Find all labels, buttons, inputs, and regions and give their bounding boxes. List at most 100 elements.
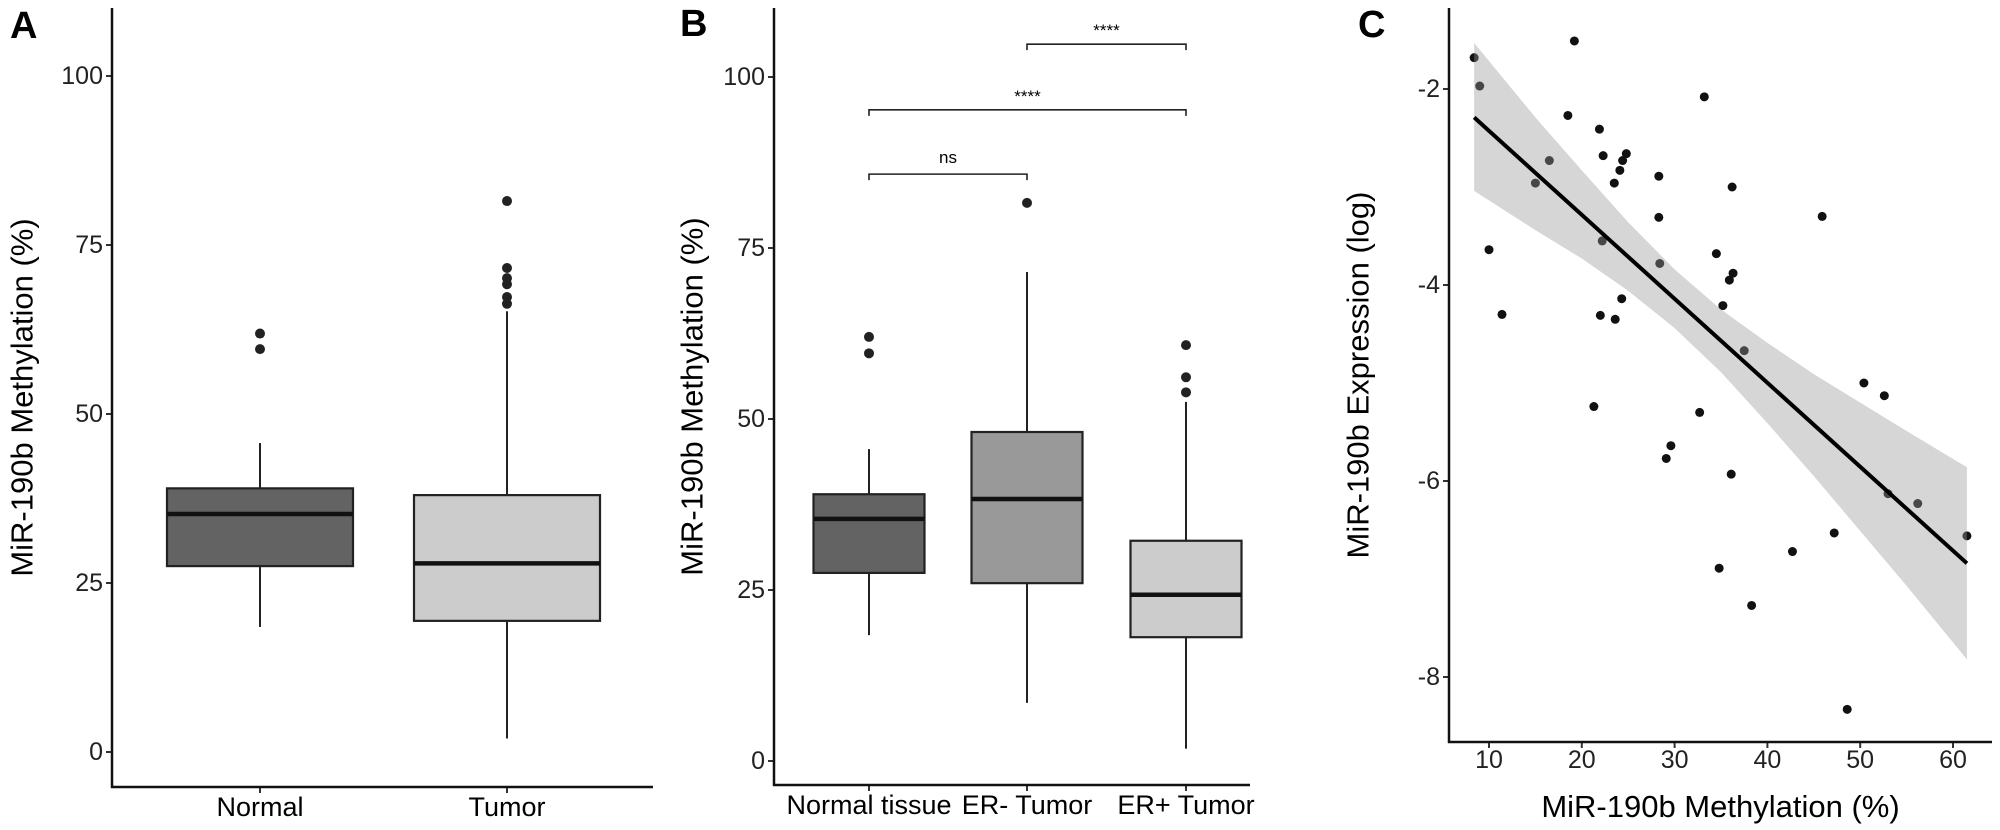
scatter-point bbox=[1714, 563, 1724, 573]
y-axis-title: MiR-190b Expression (log) bbox=[1341, 192, 1376, 559]
scatter-point bbox=[1589, 402, 1599, 412]
y-tick-label: 100 bbox=[61, 62, 103, 90]
panel-label: C bbox=[1358, 4, 1385, 46]
scatter-point bbox=[1879, 391, 1889, 401]
scatter-point bbox=[1699, 92, 1709, 102]
iqr-box bbox=[812, 493, 926, 574]
scatter-point bbox=[1617, 294, 1627, 304]
box-2 bbox=[1129, 340, 1243, 749]
outlier-point bbox=[502, 196, 512, 207]
confidence-band bbox=[1474, 42, 1967, 660]
significance-bracket bbox=[868, 109, 1187, 116]
x-tick-label: 30 bbox=[1661, 746, 1689, 774]
box-0 bbox=[165, 328, 355, 627]
y-tick-label: 50 bbox=[737, 405, 765, 433]
scatter-point bbox=[1469, 53, 1479, 63]
scatter-point bbox=[1475, 81, 1485, 91]
x-axis-title: MiR-190b Methylation (%) bbox=[1541, 789, 1899, 824]
outlier-point bbox=[1181, 372, 1191, 383]
x-category-label: Normal tissue bbox=[786, 790, 951, 820]
y-tick-label: 50 bbox=[75, 400, 103, 428]
scatter-point bbox=[1913, 499, 1923, 509]
scatter-point bbox=[1859, 378, 1869, 388]
scatter-point bbox=[1726, 469, 1736, 479]
panel-label: A bbox=[10, 5, 37, 47]
scatter-point bbox=[1962, 531, 1972, 541]
y-tick-label: 25 bbox=[737, 576, 765, 604]
scatter-point bbox=[1484, 245, 1494, 255]
scatter-point bbox=[1695, 407, 1705, 417]
x-category-label: Tumor bbox=[468, 792, 545, 822]
scatter-point bbox=[1563, 110, 1573, 120]
box-1 bbox=[412, 196, 602, 739]
scatter-point bbox=[1718, 301, 1728, 311]
scatter-point bbox=[1739, 346, 1749, 356]
scatter-point bbox=[1598, 151, 1608, 161]
iqr-box bbox=[412, 494, 602, 622]
significance-label: **** bbox=[1093, 21, 1120, 40]
scatter-point bbox=[1727, 182, 1737, 192]
scatter-point bbox=[1497, 309, 1507, 319]
x-tick-label: 10 bbox=[1475, 746, 1503, 774]
y-tick-label: 75 bbox=[75, 231, 103, 259]
scatter-point bbox=[1747, 600, 1757, 610]
scatter-point bbox=[1610, 314, 1620, 324]
outlier-point bbox=[255, 344, 265, 355]
y-tick-label: 0 bbox=[751, 747, 765, 775]
scatter-point bbox=[1829, 528, 1839, 538]
y-tick-label: 75 bbox=[737, 234, 765, 262]
scatter-point bbox=[1655, 258, 1665, 268]
scatter-point bbox=[1724, 275, 1734, 285]
significance-label: ns bbox=[939, 148, 957, 167]
iqr-box bbox=[970, 430, 1084, 585]
x-tick-label: 20 bbox=[1568, 746, 1596, 774]
y-axis-title: MiR-190b Methylation (%) bbox=[675, 217, 710, 575]
scatter-point bbox=[1817, 211, 1827, 221]
y-tick-label: 100 bbox=[723, 63, 765, 91]
scatter-point bbox=[1661, 453, 1671, 463]
scatter-point bbox=[1544, 156, 1554, 166]
scatter-point bbox=[1621, 149, 1631, 159]
scatter-point bbox=[1569, 36, 1579, 46]
outlier-point bbox=[502, 262, 512, 273]
scatter-point bbox=[1842, 704, 1852, 714]
scatter-point bbox=[1530, 178, 1540, 188]
scatter-point bbox=[1609, 178, 1619, 188]
scatter-point bbox=[1666, 441, 1676, 451]
iqr-box bbox=[1129, 539, 1243, 639]
y-tick-label: -2 bbox=[1418, 75, 1440, 103]
box-0 bbox=[812, 331, 926, 636]
x-category-label: ER- Tumor bbox=[962, 790, 1093, 820]
scatter-point bbox=[1595, 310, 1605, 320]
outlier-point bbox=[502, 273, 512, 284]
y-tick-label: -4 bbox=[1418, 271, 1440, 299]
outlier-point bbox=[1181, 387, 1191, 398]
scatter-point bbox=[1711, 249, 1721, 259]
significance-bracket bbox=[868, 173, 1028, 181]
outlier-point bbox=[502, 292, 512, 303]
x-tick-label: 40 bbox=[1753, 746, 1781, 774]
scatter-point bbox=[1615, 165, 1625, 175]
outlier-point bbox=[1022, 197, 1032, 208]
iqr-box bbox=[165, 487, 355, 568]
y-axis-title: MiR-190b Methylation (%) bbox=[5, 218, 40, 576]
scatter-point bbox=[1594, 124, 1604, 134]
outlier-point bbox=[864, 331, 874, 342]
box-1 bbox=[970, 197, 1084, 703]
significance-label: **** bbox=[1014, 87, 1041, 106]
scatter-point bbox=[1654, 212, 1664, 222]
x-tick-label: 50 bbox=[1846, 746, 1874, 774]
x-category-label: Normal bbox=[216, 792, 303, 822]
x-tick-label: 60 bbox=[1939, 746, 1967, 774]
panel-a: A MiR-190b Methylation (%) 0 25 50 75 100 Norma… bbox=[5, 5, 653, 822]
panel-b: B MiR-190b Methylation (%) 0 25 50 75 100 Norma… bbox=[675, 3, 1255, 820]
regression-line bbox=[1472, 115, 1969, 565]
scatter-point bbox=[1728, 268, 1738, 278]
scatter-point bbox=[1597, 236, 1607, 246]
panel-label: B bbox=[680, 3, 707, 45]
significance-bracket bbox=[1026, 43, 1187, 51]
y-tick-label: 25 bbox=[75, 569, 103, 597]
y-tick-label: -8 bbox=[1418, 663, 1440, 691]
y-tick-label: -6 bbox=[1418, 467, 1440, 495]
scatter-point bbox=[1787, 547, 1797, 557]
